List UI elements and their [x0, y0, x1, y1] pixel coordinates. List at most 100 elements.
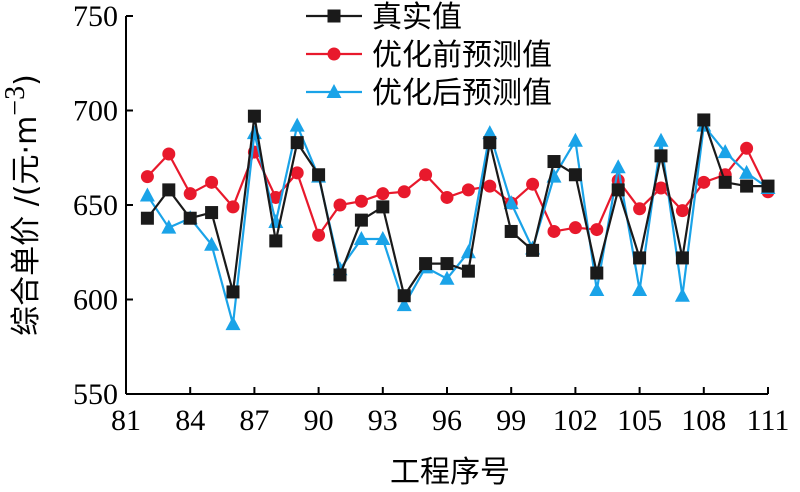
- data-point: [589, 282, 605, 297]
- data-point: [611, 183, 625, 197]
- y-axis-title: 综合单价 /(元·m−3): [0, 74, 44, 336]
- data-point: [376, 200, 390, 214]
- x-tick-label: 99: [496, 404, 526, 437]
- data-point: [547, 224, 561, 238]
- data-point: [246, 125, 262, 140]
- data-point: [526, 177, 540, 191]
- y-tick-label: 750: [73, 0, 118, 33]
- data-point: [161, 219, 177, 234]
- legend-item: 真实值: [306, 0, 462, 35]
- legend-marker: [326, 84, 342, 98]
- data-point: [503, 195, 519, 210]
- data-point: [397, 185, 411, 199]
- x-tick-label: 111: [747, 404, 790, 437]
- data-point: [376, 187, 390, 201]
- data-point: [354, 213, 368, 227]
- data-point: [675, 204, 689, 218]
- data-point: [675, 251, 689, 265]
- data-point: [697, 113, 711, 127]
- x-tick-label: 84: [175, 404, 205, 437]
- series-layer: [139, 109, 776, 331]
- data-point: [440, 190, 454, 204]
- data-point: [419, 168, 433, 182]
- data-point: [333, 268, 347, 282]
- data-point: [226, 285, 240, 299]
- data-point: [526, 243, 540, 257]
- x-tick-label: 87: [239, 404, 269, 437]
- data-point: [590, 266, 604, 280]
- data-point: [312, 168, 326, 182]
- legend-label: 优化后预测值: [372, 76, 552, 111]
- data-point: [139, 187, 155, 202]
- y-axis-title-sup: −3: [0, 86, 31, 116]
- data-point: [653, 132, 669, 147]
- data-point: [183, 211, 197, 225]
- data-point: [461, 183, 475, 197]
- data-point: [633, 202, 647, 216]
- data-point: [205, 175, 219, 189]
- y-tick-label: 650: [73, 189, 118, 222]
- data-point: [739, 164, 755, 179]
- legend-label: 优化前预测值: [372, 38, 552, 73]
- data-point: [354, 194, 368, 208]
- data-point: [289, 117, 305, 132]
- data-point: [718, 175, 732, 189]
- data-point: [461, 264, 475, 278]
- data-point: [568, 168, 582, 182]
- data-point: [633, 251, 647, 265]
- data-point: [590, 223, 604, 237]
- data-point: [205, 206, 219, 220]
- data-point: [162, 183, 176, 197]
- data-point: [610, 159, 626, 174]
- series-line: [146, 124, 769, 326]
- data-point: [419, 257, 433, 271]
- legend-marker: [327, 9, 341, 23]
- legend-item: 优化前预测值: [306, 38, 552, 73]
- data-point: [740, 141, 754, 155]
- x-tick-label: 102: [553, 404, 598, 437]
- data-point: [761, 179, 775, 193]
- data-point: [140, 211, 154, 225]
- data-point: [439, 270, 455, 285]
- data-point: [483, 179, 497, 193]
- x-axis-title: 工程序号: [390, 455, 510, 490]
- data-point: [226, 200, 240, 214]
- data-point: [654, 149, 668, 163]
- series-1: [140, 109, 775, 303]
- data-point: [674, 287, 690, 302]
- data-point: [440, 257, 454, 271]
- data-point: [247, 109, 261, 123]
- data-point: [162, 147, 176, 161]
- data-point: [717, 144, 733, 159]
- y-tick-label: 550: [73, 378, 118, 411]
- data-point: [632, 282, 648, 297]
- x-axis: 81 84 87 90 93 96 99 102 105 108 111: [111, 387, 789, 437]
- data-point: [504, 224, 518, 238]
- svg-text:综合单价 /(元·m−3): 综合单价 /(元·m−3): [0, 74, 44, 336]
- legend-marker: [327, 47, 341, 61]
- data-point: [269, 234, 283, 248]
- x-tick-label: 90: [304, 404, 334, 437]
- data-point: [460, 244, 476, 259]
- data-point: [269, 190, 283, 204]
- series-2: [140, 141, 775, 242]
- data-point: [204, 236, 220, 251]
- legend-item: 优化后预测值: [306, 76, 552, 111]
- data-point: [312, 228, 326, 242]
- y-axis: 550 600 650 700 750: [73, 0, 133, 411]
- data-point: [353, 231, 369, 246]
- data-point: [397, 289, 411, 303]
- data-point: [568, 221, 582, 235]
- data-point: [333, 198, 347, 212]
- data-point: [483, 136, 497, 150]
- data-point: [290, 166, 304, 180]
- data-point: [140, 170, 154, 184]
- data-point: [396, 297, 412, 312]
- data-point: [482, 125, 498, 140]
- data-point: [183, 187, 197, 201]
- data-point: [547, 155, 561, 169]
- y-axis-title-text: 综合单价 /(元·m: [9, 116, 44, 336]
- data-point: [567, 132, 583, 147]
